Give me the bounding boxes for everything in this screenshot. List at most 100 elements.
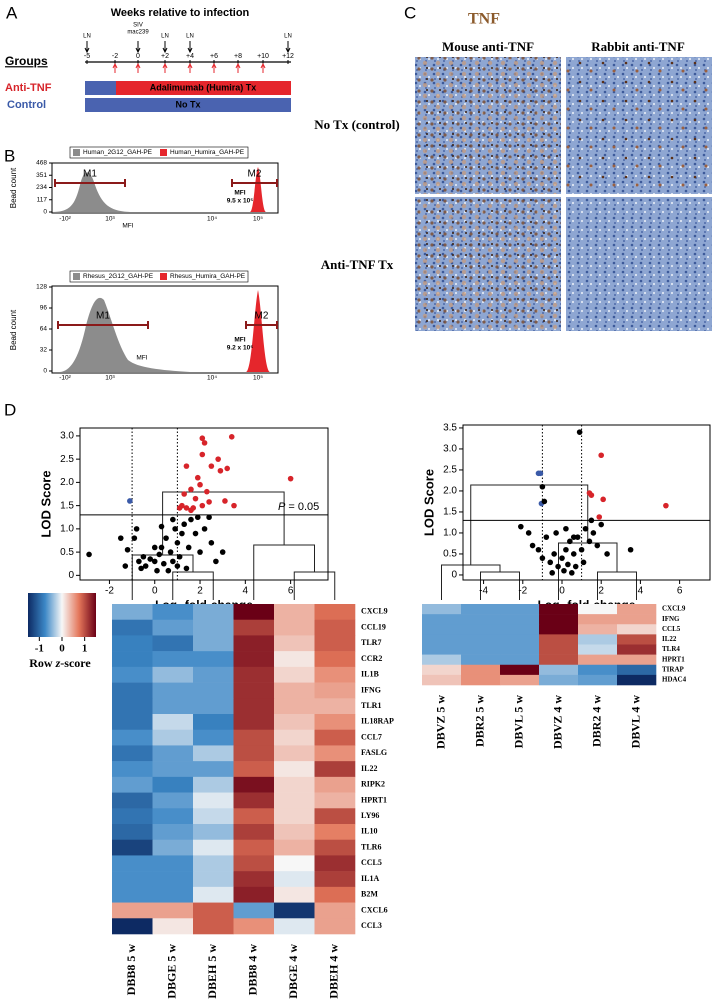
heatmap-cell: [112, 839, 153, 856]
point: [574, 534, 581, 540]
x-tick-label: 10⁴: [207, 375, 217, 382]
heatmap-cell: [314, 666, 356, 683]
timeline-title: Weeks relative to infection: [111, 7, 250, 19]
row-header: Anti-TNF Tx: [321, 257, 394, 272]
point: [188, 507, 194, 514]
x-tick-label: -4: [479, 586, 488, 597]
heatmap-cell: [233, 604, 275, 621]
panel-letter: D: [4, 400, 16, 419]
heatmap-cell: [274, 682, 315, 699]
event-arrow: [135, 41, 141, 54]
group-name: Control: [7, 99, 46, 111]
point: [176, 553, 183, 560]
heatmap-cell: [112, 886, 153, 903]
heatmap-cell: [152, 666, 194, 683]
heatmap-cell: [422, 604, 462, 615]
annotation: P = 0.05: [278, 501, 319, 513]
heatmap-cell: [152, 792, 194, 809]
y-tick-label: 0.5: [443, 549, 457, 560]
y-axis-label: LOD Score: [38, 470, 53, 537]
event-label: LN: [161, 34, 169, 40]
y-axis-label: Bead count: [9, 167, 18, 208]
event-arrow: [84, 41, 90, 54]
heatmap-cell: [152, 714, 194, 731]
point: [206, 499, 212, 505]
y-tick-label: 2.0: [443, 486, 457, 497]
heatmap-cell: [152, 776, 194, 793]
heatmap-cell: [112, 619, 153, 636]
dose-arrow: [235, 62, 241, 73]
dose-arrow: [162, 62, 168, 73]
point: [188, 516, 194, 523]
heatmap-cell: [500, 624, 540, 635]
column-label: DBVZ 5 w: [433, 695, 447, 749]
x-tick-label: 10³: [105, 375, 115, 382]
point: [181, 491, 187, 497]
point: [549, 570, 555, 576]
bar-label: Adalimumab (Humira) Tx: [150, 82, 257, 92]
colorbar-label: Row z-score: [29, 656, 91, 670]
heatmap-cell: [274, 666, 315, 683]
row-label: CCL5: [662, 625, 681, 633]
y-tick-label: 96: [40, 305, 48, 312]
x-tick-label: 6: [288, 586, 294, 597]
heatmap-cell: [112, 918, 153, 935]
heatmap-cell: [152, 808, 194, 825]
heatmap-cell: [274, 871, 315, 888]
point: [518, 523, 524, 530]
point: [160, 560, 167, 567]
row-label: TLR4: [662, 645, 680, 653]
heatmap-cell: [152, 729, 194, 746]
y-tick-label: 117: [37, 196, 48, 203]
x-tick-label: 2: [598, 586, 604, 597]
heatmap-cell: [314, 855, 356, 872]
heatmap-cell: [233, 839, 275, 856]
x-axis-label: MFI: [136, 355, 147, 362]
point: [561, 567, 567, 574]
point: [192, 495, 199, 502]
heatmap-cell: [193, 619, 234, 636]
heatmap-cell: [314, 871, 356, 888]
heatmap-cell: [112, 651, 153, 668]
point: [117, 535, 124, 541]
heatmap-cell: [500, 614, 540, 625]
point: [158, 544, 165, 551]
annotation-text: = 0.05: [285, 501, 319, 513]
point: [138, 565, 144, 572]
point: [217, 467, 224, 474]
week-label: +6: [210, 53, 218, 60]
point: [86, 551, 92, 558]
legend-swatch: [160, 273, 167, 280]
point: [553, 530, 559, 536]
heatmap-cell: [233, 824, 275, 841]
dose-arrow: [135, 62, 141, 73]
event-label: mac239: [127, 30, 149, 36]
row-label: IL1B: [361, 670, 379, 679]
point: [547, 559, 554, 566]
heatmap-cell: [617, 634, 657, 645]
panel-c: TNF Mouse anti-TNF Rabbit anti-TNF No Tx…: [314, 11, 712, 331]
point: [188, 486, 194, 493]
heatmap-cell: [578, 654, 618, 666]
heatmap-cell: [274, 761, 315, 778]
point: [194, 514, 201, 521]
x-tick-label: -2: [105, 586, 114, 597]
point: [219, 549, 226, 555]
heatmap-cell: [314, 808, 356, 825]
micrograph-stain: [415, 57, 561, 194]
row-label: TLR6: [361, 842, 381, 851]
group-name: Anti-TNF: [5, 82, 52, 94]
event-label: LN: [186, 34, 194, 40]
column-label: DBR2 5 w: [472, 695, 486, 747]
dose-arrow: [211, 62, 217, 73]
gate: [245, 321, 278, 329]
heatmap-cell: [112, 902, 153, 919]
point: [142, 563, 149, 569]
y-tick-label: 2.5: [60, 454, 74, 465]
point: [580, 559, 587, 566]
heatmap-cell: [539, 674, 579, 686]
y-tick-label: 0: [451, 570, 457, 581]
point: [563, 525, 569, 532]
point: [199, 435, 206, 442]
heatmap-cell: [422, 624, 462, 635]
